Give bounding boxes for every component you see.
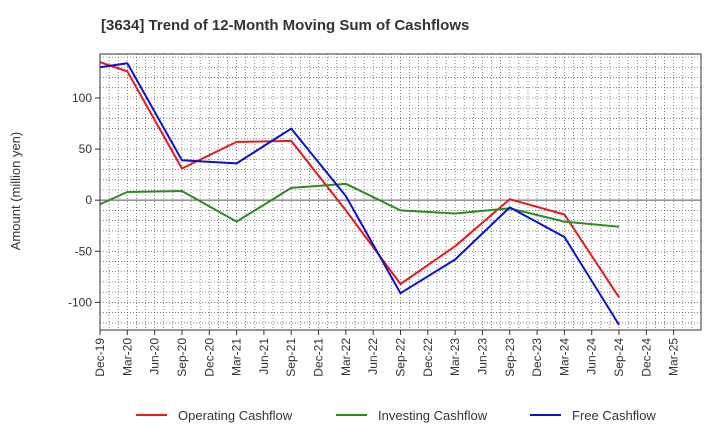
x-tick-label: Jun-23 <box>475 338 489 375</box>
x-tick-label: Sep-20 <box>175 338 189 377</box>
legend-label: Investing Cashflow <box>378 408 488 423</box>
x-tick-label: Dec-22 <box>421 338 435 377</box>
y-tick-label: 50 <box>79 142 93 156</box>
grid-lines <box>100 54 701 330</box>
operating-cashflow-line <box>99 61 620 298</box>
series-lines <box>99 61 620 326</box>
x-tick-label: Jun-20 <box>148 338 162 375</box>
x-tick-label: Dec-24 <box>639 338 653 377</box>
free-cashflow-line <box>99 62 620 326</box>
y-tick-label: 100 <box>72 91 92 105</box>
x-tick-label: Dec-23 <box>530 338 544 377</box>
x-tick-label: Jun-24 <box>585 338 599 375</box>
chart-title: [3634] Trend of 12-Month Moving Sum of C… <box>101 17 469 34</box>
y-axis-ticks: -100 -50 0 50 100 <box>68 91 100 309</box>
x-tick-label: Sep-21 <box>284 338 298 377</box>
x-axis-ticks: Dec-19 Mar-20 Jun-20 Sep-20 Dec-20 Mar-21 Jun-… <box>93 330 681 377</box>
x-tick-label: Mar-21 <box>230 338 244 376</box>
y-tick-label: -100 <box>68 295 92 309</box>
legend-label: Operating Cashflow <box>178 408 293 423</box>
legend: Operating Cashflow Investing Cashflow Free… <box>136 408 656 423</box>
x-tick-label: Dec-21 <box>312 338 326 377</box>
x-tick-label: Sep-22 <box>394 338 408 377</box>
x-tick-label: Sep-23 <box>503 338 517 377</box>
x-tick-label: Mar-23 <box>448 338 462 376</box>
investing-cashflow-line <box>99 182 620 228</box>
x-tick-label: Mar-20 <box>120 338 134 376</box>
x-tick-label: Mar-24 <box>557 338 571 376</box>
legend-label: Free Cashflow <box>572 408 656 423</box>
x-tick-label: Dec-19 <box>93 338 107 377</box>
x-tick-label: Dec-20 <box>202 338 216 377</box>
y-axis-label: Amount (million yen) <box>8 132 23 251</box>
x-tick-label: Jun-21 <box>257 338 271 375</box>
y-tick-label: -50 <box>75 244 93 258</box>
x-tick-label: Mar-25 <box>667 338 681 376</box>
x-tick-label: Sep-24 <box>612 338 626 377</box>
x-tick-label: Mar-22 <box>339 338 353 376</box>
y-tick-label: 0 <box>85 193 92 207</box>
x-tick-label: Jun-22 <box>366 338 380 375</box>
